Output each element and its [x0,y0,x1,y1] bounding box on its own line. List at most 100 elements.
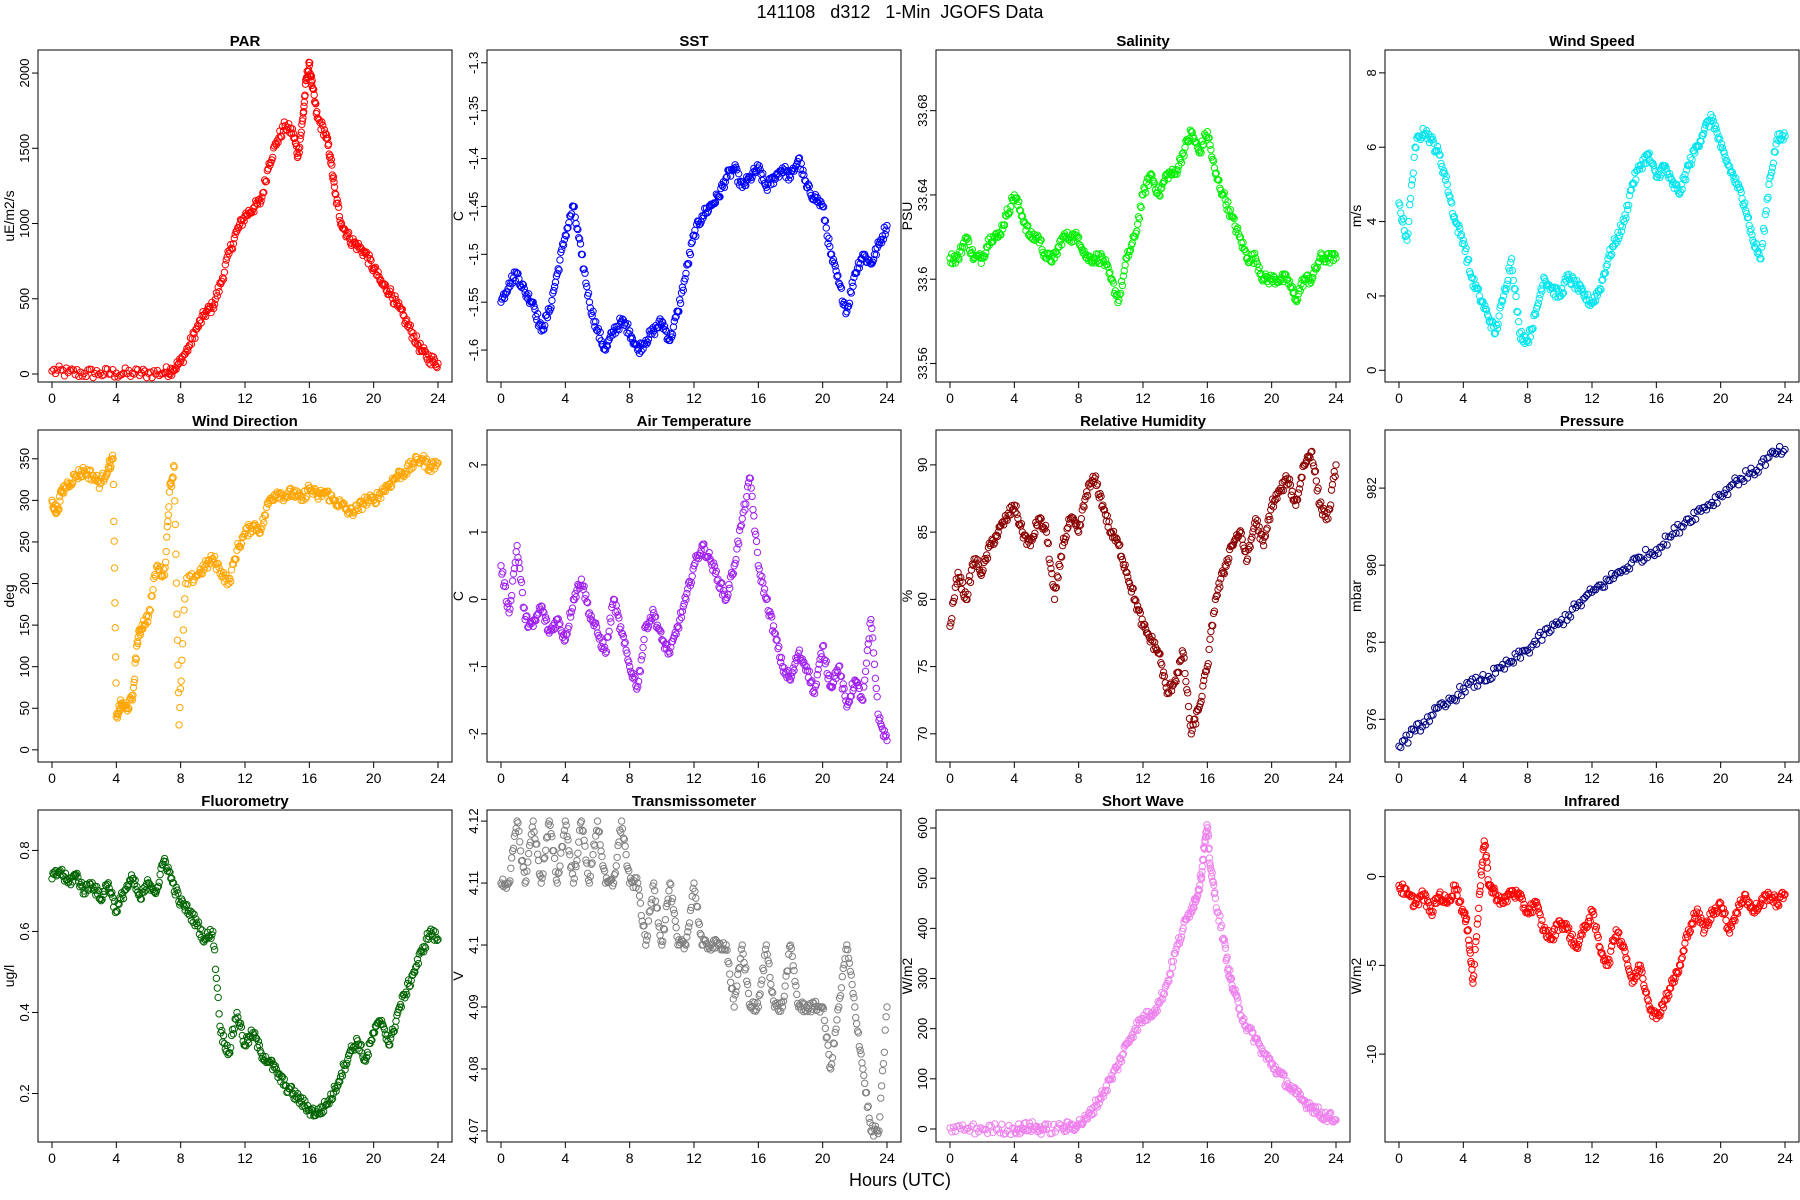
data-point [1758,243,1766,251]
data-point [1074,528,1083,536]
y-tick-label: 6 [1364,144,1379,151]
data-point [611,869,620,877]
data-point [1116,291,1124,299]
data-point [1036,514,1044,522]
data-point [960,243,968,251]
data-point [723,946,731,954]
data-point [551,278,560,286]
data-point [1459,236,1468,244]
data-point [1129,584,1137,593]
data-point [524,849,533,858]
data-point [291,134,299,142]
data-point [1397,743,1405,752]
data-point [1144,181,1153,190]
data-point [735,526,744,535]
data-point [1570,276,1578,285]
data-point [860,251,868,260]
data-point [75,372,83,381]
data-point [740,958,748,967]
data-point [833,272,841,281]
data-point [1294,489,1303,497]
x-tick-label: 0 [48,770,56,786]
data-point [768,613,776,621]
data-point [839,680,847,688]
x-tick-label: 4 [1010,1150,1018,1166]
data-point [661,916,670,924]
data-point [778,662,787,671]
data-point [1284,479,1293,488]
data-point [323,134,332,142]
data-point [1137,203,1145,212]
data-point [533,840,541,848]
x-tick-label: 24 [430,770,446,786]
data-point [516,838,524,846]
data-point [1720,489,1728,498]
data-point [1504,276,1512,285]
data-point [1053,250,1061,258]
data-point [605,627,613,636]
data-point [637,911,645,920]
data-point [617,828,625,836]
data-point [684,260,693,268]
y-tick-label: 2000 [17,59,32,88]
data-point [1502,656,1510,664]
data-point [237,216,246,225]
data-point [1554,620,1562,628]
data-point [112,369,121,377]
data-point [113,907,121,916]
data-point [1649,161,1658,169]
data-point [556,619,564,628]
data-point [500,880,509,888]
data-point [1615,234,1623,243]
data-point [882,731,890,739]
x-tick-label: 12 [1584,770,1600,786]
data-point [1582,591,1591,600]
data-point [1105,518,1113,526]
data-point [289,129,297,137]
data-point [809,688,817,696]
data-point [865,1114,873,1122]
panel-title: Short Wave [1102,793,1184,810]
data-point [866,619,874,628]
data-point [1179,649,1187,657]
plot-frame [1384,809,1800,1143]
data-point [175,721,183,729]
data-point [302,492,311,501]
data-point [1498,297,1507,305]
data-point [1091,259,1100,267]
x-tick-label: 0 [946,770,954,786]
data-point [128,692,136,700]
data-point [581,842,589,850]
data-point [174,688,183,697]
data-point [989,237,997,246]
data-point [725,959,733,968]
data-point [578,826,587,834]
data-point [657,628,665,636]
data-point [516,847,525,855]
data-point [268,1056,276,1065]
data-point [262,503,271,512]
data-point [1764,193,1772,202]
data-point [431,928,440,936]
data-point [1054,574,1062,582]
data-point [294,152,302,160]
data-point [1733,476,1741,485]
data-point [226,1049,234,1057]
data-point [781,982,789,990]
data-point [506,877,514,885]
data-point [1491,329,1500,337]
data-point [236,543,245,551]
data-point [107,890,115,898]
data-point [575,826,584,835]
data-point [1727,167,1736,176]
data-point [162,363,171,371]
data-point [1174,166,1182,174]
data-point [326,152,334,160]
data-point [670,632,679,640]
data-point [1295,485,1304,493]
data-point [197,319,205,327]
data-point [1712,125,1720,133]
data-point [187,340,196,348]
data-point [683,261,691,269]
data-point [1321,255,1329,263]
